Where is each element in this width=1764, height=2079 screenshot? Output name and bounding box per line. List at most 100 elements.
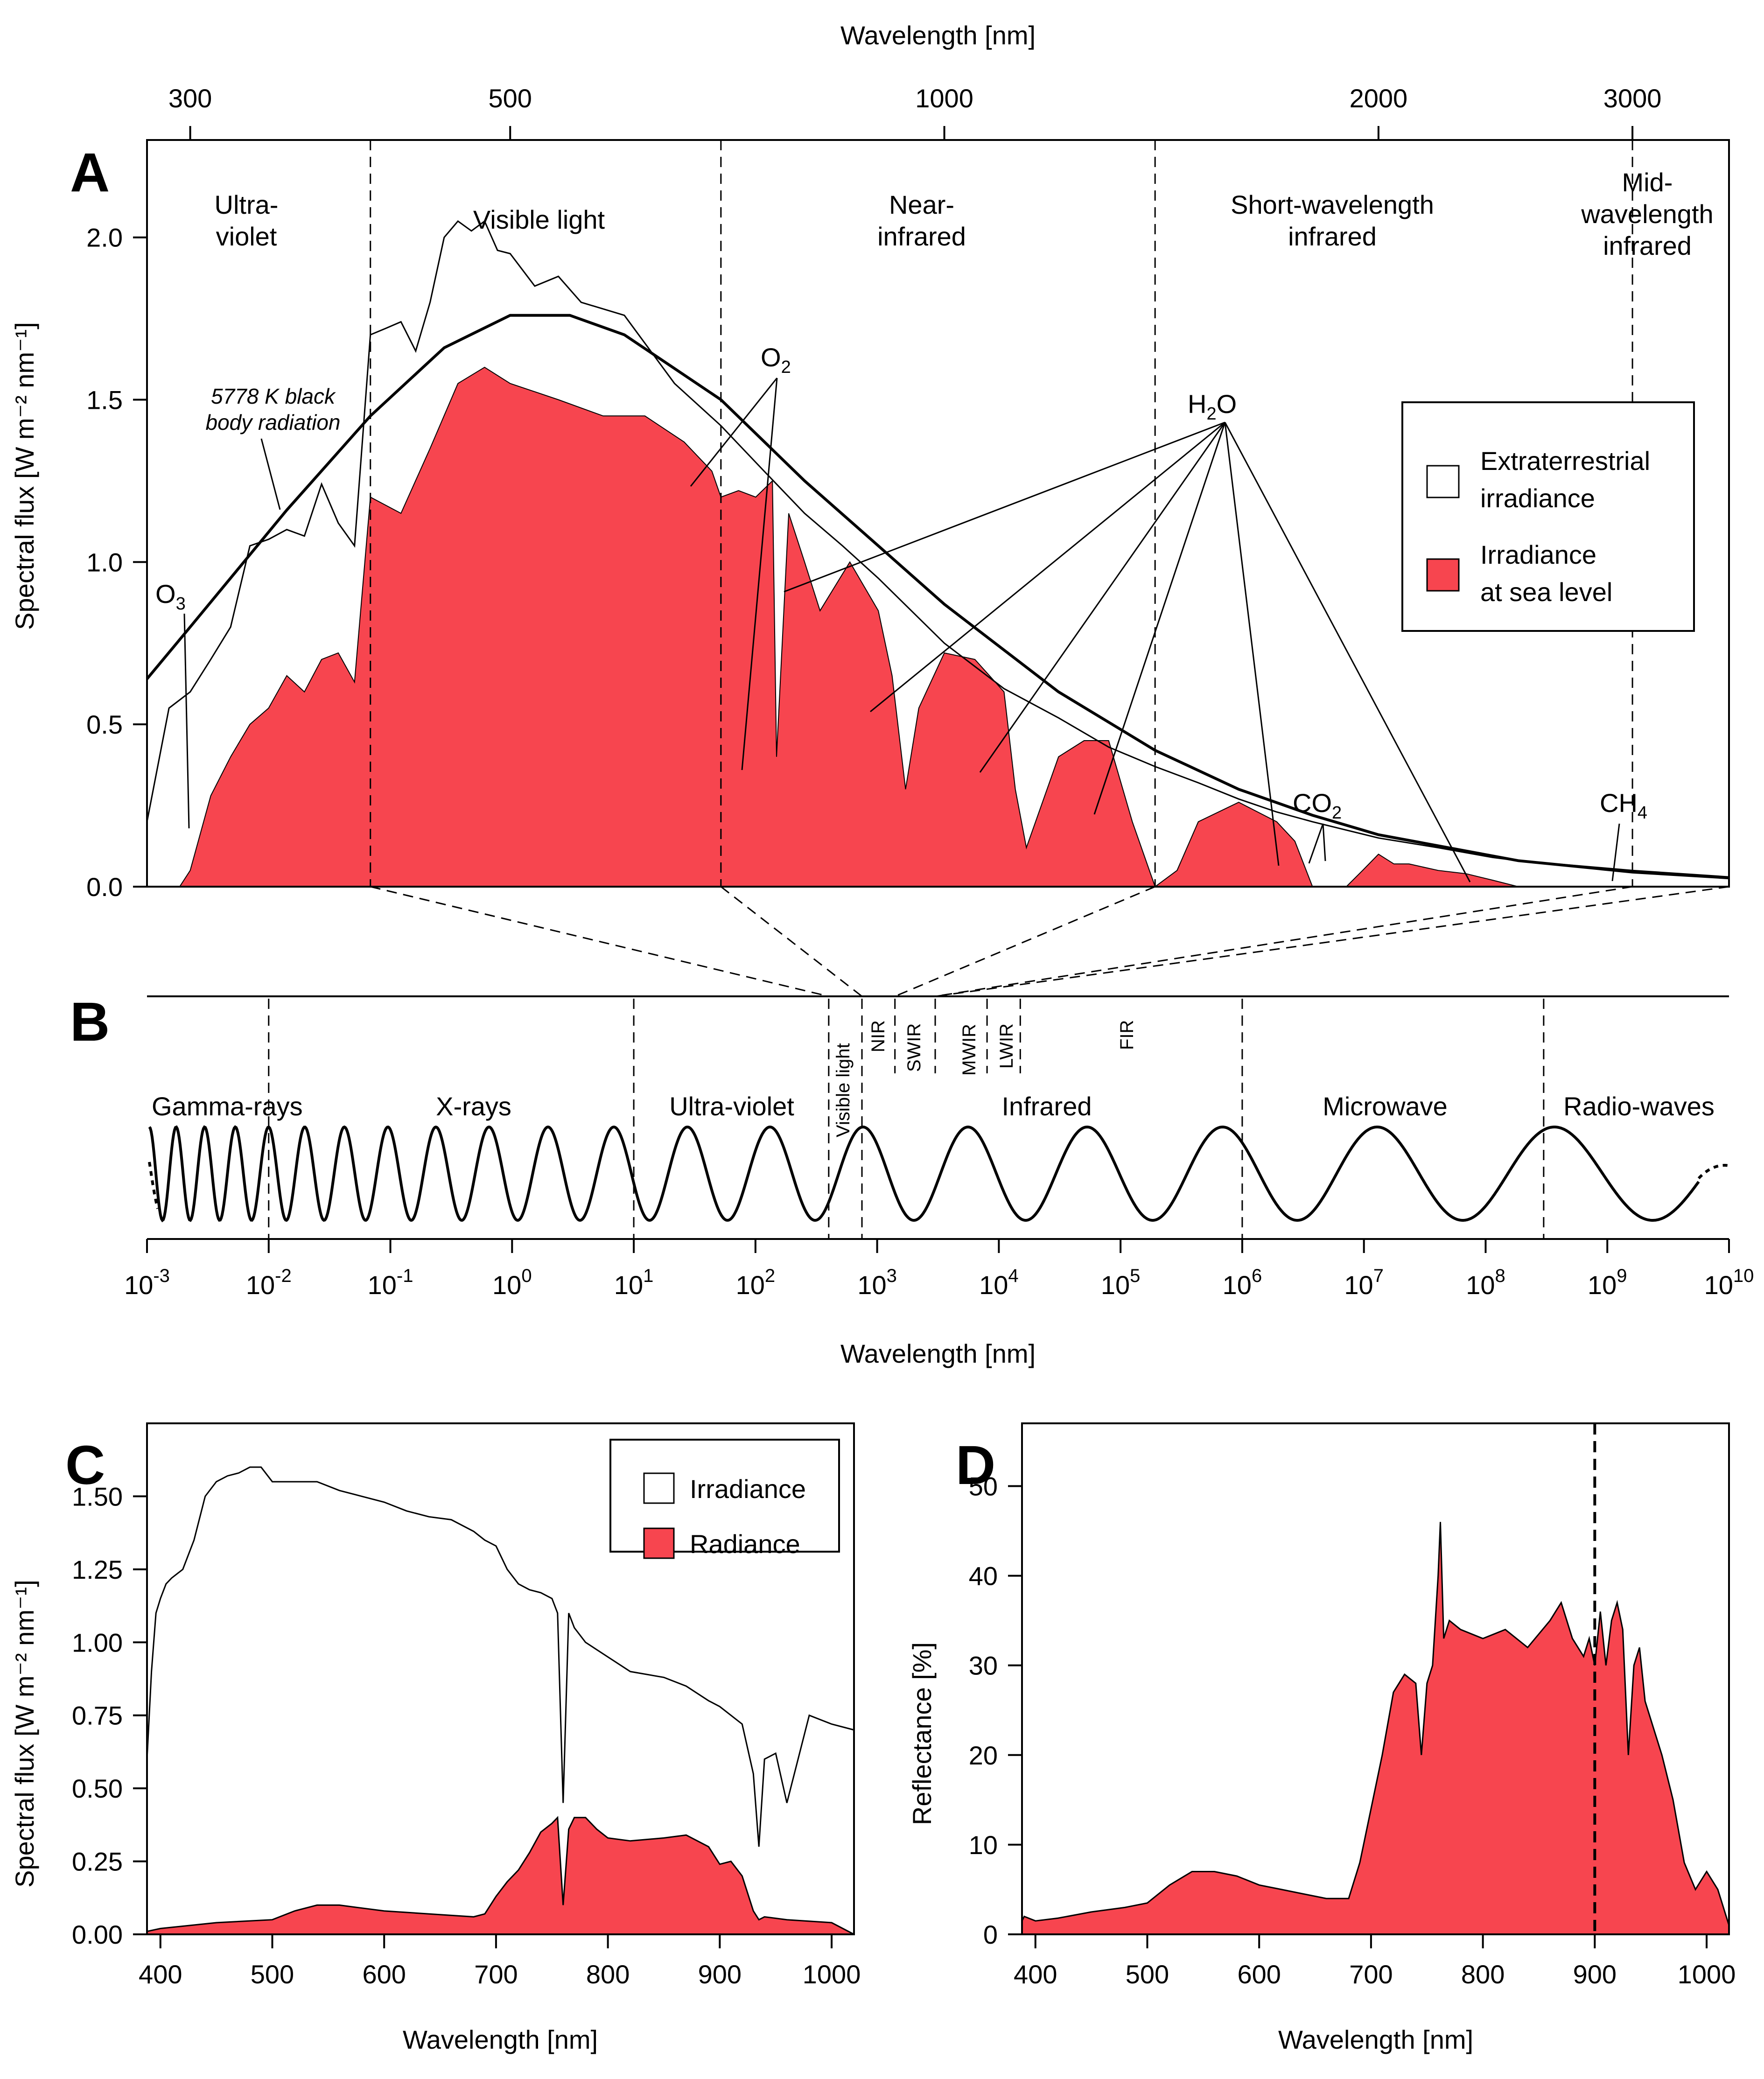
gas-labels: O3 O2 H2O CO2 CH4 bbox=[155, 343, 1647, 882]
panel-d-plot bbox=[1021, 1423, 1730, 1935]
x-tick-label: 800 bbox=[1461, 1960, 1505, 1989]
panel-c-legend: Irradiance Radiance bbox=[609, 1439, 840, 1559]
panel-c-frame bbox=[146, 1422, 855, 1935]
region-visible-label: Visible light bbox=[473, 205, 605, 234]
panel-a-frame bbox=[146, 139, 1730, 888]
band-infrared-label: Infrared bbox=[1002, 1092, 1092, 1121]
ch4-pointer bbox=[1611, 823, 1620, 882]
legend-radiance-label: Radiance bbox=[690, 1529, 800, 1559]
x-tick-label: 800 bbox=[586, 1960, 630, 1989]
blackbody-label: 5778 K black body radiation bbox=[206, 384, 341, 434]
co2-label: CO2 bbox=[1293, 788, 1342, 823]
panel-a-top-axis-label: Wavelength [nm] bbox=[840, 21, 1036, 50]
co2-pointer-2 bbox=[1322, 823, 1326, 861]
x-tick-label: 10-3 bbox=[124, 1266, 170, 1300]
x-tick-label: 10-2 bbox=[246, 1266, 292, 1300]
panel-d-x-axis-label: Wavelength [nm] bbox=[1278, 2025, 1473, 2054]
panel-a-y-axis-label: Spectral flux [W m⁻² nm⁻¹] bbox=[10, 322, 39, 630]
region-mwir-label: Mid-wavelength infrared bbox=[1581, 168, 1713, 260]
x-tick-label: 108 bbox=[1466, 1266, 1505, 1300]
irradiance-line bbox=[146, 1466, 854, 1847]
x-tick-label: 1000 bbox=[1678, 1960, 1736, 1989]
panel-d-x-ticks: 400 500 600 700 800 900 1000 bbox=[1014, 1934, 1736, 1989]
a-to-b-connectors bbox=[370, 886, 1729, 997]
zoom-connector-line bbox=[370, 886, 829, 997]
x-tick-label: 103 bbox=[857, 1266, 897, 1300]
y-tick-label: 30 bbox=[969, 1651, 998, 1680]
x-tick-label: 1010 bbox=[1704, 1266, 1754, 1300]
y-tick-label: 0.0 bbox=[86, 872, 123, 902]
panel-a-y-ticks: 0.0 0.5 1.0 1.5 2.0 bbox=[86, 223, 147, 902]
zoom-connector-line bbox=[935, 886, 1729, 997]
panel-c-y-axis-label: Spectral flux [W m⁻² nm⁻¹] bbox=[10, 1580, 39, 1888]
panel-d-frame bbox=[1021, 1422, 1730, 1935]
x-tick-label: 500 bbox=[1126, 1960, 1169, 1989]
blackbody-curve bbox=[146, 314, 1729, 880]
zoom-connector-line bbox=[935, 886, 1633, 997]
panel-a-region-labels: Ultra-violet Visible light Near-infrared… bbox=[215, 168, 1714, 260]
panel-d: D Reflectance [%] 400 500 600 700 800 900 1000… bbox=[907, 1422, 1736, 2054]
sub-band-fir-label: FIR bbox=[1117, 1020, 1137, 1050]
x-tick-label: 900 bbox=[698, 1960, 742, 1989]
panel-a: A Wavelength [nm] Spectral flux [W m⁻² n… bbox=[10, 21, 1730, 902]
extraterrestrial-irradiance-line bbox=[146, 220, 1729, 878]
y-tick-label: 0.25 bbox=[72, 1847, 123, 1876]
o2-label: O2 bbox=[761, 343, 791, 377]
y-tick-label: 40 bbox=[969, 1561, 998, 1591]
panel-d-y-ticks: 0 10 20 30 40 50 bbox=[969, 1471, 1022, 1949]
panel-b: B 10-3 10-2 10-1 100 101 102 103 104 105 106 107 10… bbox=[70, 991, 1754, 1368]
legend-sea-level-label: Irradiance at sea level bbox=[1480, 540, 1612, 607]
y-tick-label: 0 bbox=[983, 1920, 998, 1949]
panel-b-ticks: 10-3 10-2 10-1 100 101 102 103 104 105 106 107 108 1… bbox=[124, 1239, 1754, 1300]
panel-a-legend: Extraterrestrial irradiance Irradiance at … bbox=[1401, 401, 1695, 632]
panel-d-y-axis-label: Reflectance [%] bbox=[907, 1642, 937, 1825]
panel-c-label: C bbox=[65, 1435, 105, 1496]
h2o-pointer bbox=[784, 421, 1225, 593]
y-tick-label: 0.5 bbox=[86, 710, 123, 739]
x-tick-label: 400 bbox=[139, 1960, 182, 1989]
h2o-pointer bbox=[1224, 422, 1471, 882]
co2-pointer-1 bbox=[1308, 823, 1324, 864]
region-ultraviolet-label: Ultra-violet bbox=[215, 190, 279, 251]
x-tick-label: 102 bbox=[736, 1266, 776, 1300]
band-radio-label: Radio-waves bbox=[1563, 1092, 1715, 1121]
legend-swatch-irradiance bbox=[643, 1472, 675, 1504]
x-tick-label: 500 bbox=[251, 1960, 294, 1989]
legend-irradiance-label: Irradiance bbox=[690, 1474, 806, 1504]
blackbody-pointer bbox=[260, 438, 281, 510]
x-tick-label: 600 bbox=[362, 1960, 406, 1989]
sub-band-visible-label: Visible light bbox=[833, 1043, 854, 1137]
h2o-label: H2O bbox=[1188, 389, 1237, 424]
x-tick-label: 3000 bbox=[1603, 84, 1662, 113]
x-tick-label: 900 bbox=[1573, 1960, 1617, 1989]
zoom-connector-line bbox=[895, 886, 1155, 997]
y-tick-label: 0.50 bbox=[72, 1774, 123, 1803]
ch4-label: CH4 bbox=[1600, 788, 1647, 823]
o2-pointer-2 bbox=[741, 378, 778, 770]
y-tick-label: 1.0 bbox=[86, 547, 123, 577]
sub-band-nir-label: NIR bbox=[868, 1020, 889, 1052]
band-microwave-label: Microwave bbox=[1323, 1092, 1448, 1121]
zoom-connector-line bbox=[720, 886, 862, 997]
panel-a-x-ticks: 300 500 1000 2000 3000 bbox=[168, 84, 1662, 140]
x-tick-label: 500 bbox=[489, 84, 532, 113]
em-wave bbox=[148, 1125, 1700, 1223]
x-tick-label: 10-1 bbox=[368, 1266, 413, 1300]
panel-c-y-ticks: 0.00 0.25 0.50 0.75 1.00 1.25 1.50 bbox=[72, 1482, 147, 1949]
panel-b-sub-band-labels: Visible light NIR SWIR MWIR LWIR FIR bbox=[833, 1020, 1137, 1137]
x-tick-label: 101 bbox=[614, 1266, 654, 1300]
panel-c-x-ticks: 400 500 600 700 800 900 1000 bbox=[139, 1934, 861, 1989]
x-tick-label: 106 bbox=[1223, 1266, 1262, 1300]
panel-c-x-axis-label: Wavelength [nm] bbox=[403, 2025, 598, 2054]
legend-swatch-radiance bbox=[643, 1527, 675, 1559]
y-tick-label: 1.25 bbox=[72, 1555, 123, 1584]
x-tick-label: 700 bbox=[1349, 1960, 1393, 1989]
region-swir-label: Short-wavelength infrared bbox=[1231, 190, 1434, 251]
h2o-pointer bbox=[870, 421, 1225, 713]
radiance-area bbox=[146, 1816, 854, 1935]
y-tick-label: 10 bbox=[969, 1830, 998, 1860]
panel-a-plot bbox=[146, 140, 1729, 888]
region-nir-label: Near-infrared bbox=[877, 190, 966, 251]
y-tick-label: 20 bbox=[969, 1741, 998, 1770]
